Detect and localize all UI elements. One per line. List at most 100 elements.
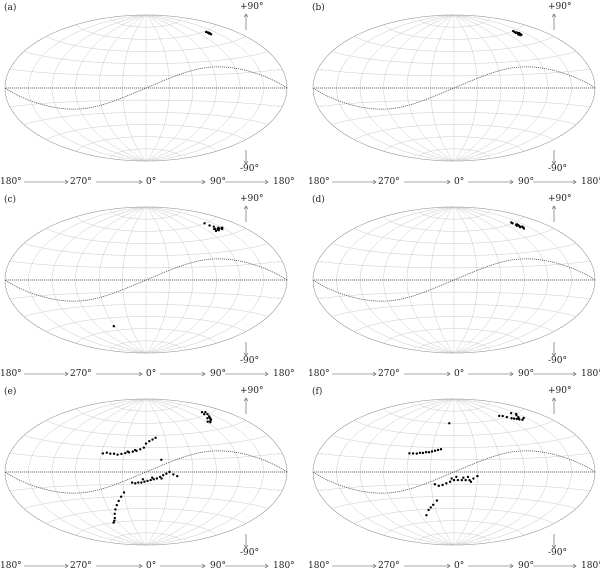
data-point bbox=[209, 420, 212, 424]
parallel-line bbox=[354, 36, 554, 52]
arrow-head bbox=[201, 179, 206, 185]
data-point bbox=[112, 452, 116, 455]
data-point bbox=[427, 508, 430, 512]
sky-map bbox=[4, 205, 288, 377]
data-point bbox=[208, 32, 211, 35]
parallel-line bbox=[109, 17, 183, 28]
data-point bbox=[510, 417, 513, 420]
data-point bbox=[431, 503, 435, 507]
data-point bbox=[441, 483, 444, 487]
data-point bbox=[119, 495, 123, 498]
axis-label: 90° bbox=[518, 561, 534, 571]
parallel-line bbox=[9, 99, 283, 108]
data-point bbox=[520, 225, 524, 228]
data-point bbox=[139, 448, 142, 451]
data-point bbox=[462, 476, 465, 479]
parallel-line bbox=[23, 304, 269, 317]
data-point bbox=[113, 516, 117, 520]
data-point bbox=[424, 450, 428, 454]
data-point bbox=[168, 470, 171, 474]
data-point bbox=[206, 420, 209, 423]
data-point bbox=[155, 477, 159, 480]
arrow-head bbox=[243, 160, 249, 165]
parallel-line bbox=[383, 136, 525, 152]
parallel-line bbox=[417, 532, 491, 543]
arrow-head bbox=[372, 371, 377, 377]
data-point bbox=[515, 223, 519, 226]
panel-label: (a) bbox=[4, 3, 17, 13]
data-point bbox=[126, 450, 129, 453]
parallel-line bbox=[46, 36, 246, 52]
arrow-head bbox=[551, 205, 557, 210]
axis-label: 180° bbox=[0, 561, 22, 571]
axis-label: 0° bbox=[454, 369, 465, 379]
ecliptic-curve bbox=[312, 450, 596, 494]
data-point bbox=[415, 452, 419, 455]
axis-label: 270° bbox=[378, 177, 400, 187]
data-point bbox=[469, 480, 473, 483]
arrow-head bbox=[201, 563, 206, 569]
north-pole-label: +90° bbox=[548, 194, 572, 204]
parallel-line bbox=[354, 420, 554, 436]
ecliptic-curve bbox=[4, 450, 288, 494]
data-point bbox=[204, 410, 207, 414]
arrow-head bbox=[372, 563, 377, 569]
data-point bbox=[408, 452, 411, 455]
data-point bbox=[439, 448, 443, 451]
arrow-head bbox=[551, 13, 557, 18]
arrow-head bbox=[201, 371, 206, 377]
data-point bbox=[509, 411, 513, 415]
arrow-head bbox=[264, 371, 269, 377]
data-point bbox=[206, 413, 209, 416]
parallel-line bbox=[23, 51, 269, 64]
parallel-line bbox=[109, 401, 183, 412]
parallel-line bbox=[75, 520, 217, 536]
arrow-head bbox=[509, 563, 514, 569]
parallel-line bbox=[317, 291, 591, 300]
arrow-head bbox=[138, 179, 143, 185]
axis-label: 180° bbox=[273, 177, 295, 187]
data-point bbox=[421, 451, 425, 455]
data-point bbox=[476, 474, 479, 478]
arrow-head bbox=[243, 205, 249, 210]
parallel-line bbox=[75, 408, 217, 424]
data-point bbox=[411, 452, 415, 455]
data-point bbox=[151, 438, 154, 441]
data-point bbox=[115, 503, 118, 507]
data-point bbox=[124, 451, 127, 455]
parallel-line bbox=[23, 496, 269, 509]
parallel-line bbox=[383, 216, 525, 232]
data-point bbox=[112, 521, 115, 524]
data-point bbox=[154, 436, 157, 440]
data-point bbox=[143, 480, 146, 483]
parallel-line bbox=[317, 452, 591, 461]
ecliptic-curve bbox=[312, 258, 596, 302]
parallel-line bbox=[331, 435, 577, 448]
axis-label: 0° bbox=[454, 561, 465, 571]
data-point bbox=[518, 34, 522, 37]
sky-map bbox=[312, 397, 596, 569]
data-point bbox=[141, 478, 145, 481]
parallel-line bbox=[109, 532, 183, 543]
axis-label: 180° bbox=[581, 369, 600, 379]
data-point bbox=[142, 446, 146, 449]
axis-label: 270° bbox=[378, 369, 400, 379]
data-point bbox=[112, 325, 116, 328]
parallel-line bbox=[317, 260, 591, 269]
parallel-line bbox=[317, 483, 591, 492]
axis-label: 180° bbox=[308, 177, 330, 187]
data-point bbox=[203, 412, 206, 416]
data-point bbox=[433, 449, 437, 452]
arrow-head bbox=[264, 563, 269, 569]
parallel-line bbox=[331, 496, 577, 509]
data-point bbox=[140, 481, 143, 484]
parallel-line bbox=[354, 124, 554, 140]
panel-f: (f) +90° -90° 180° 270° 0° 90° 180° bbox=[308, 384, 600, 576]
arrow-head bbox=[243, 352, 249, 357]
data-point bbox=[522, 416, 525, 420]
data-point bbox=[448, 480, 452, 483]
arrow-head bbox=[551, 397, 557, 402]
axis-label: 180° bbox=[273, 369, 295, 379]
arrow-head bbox=[264, 179, 269, 185]
parallel-line bbox=[75, 136, 217, 152]
